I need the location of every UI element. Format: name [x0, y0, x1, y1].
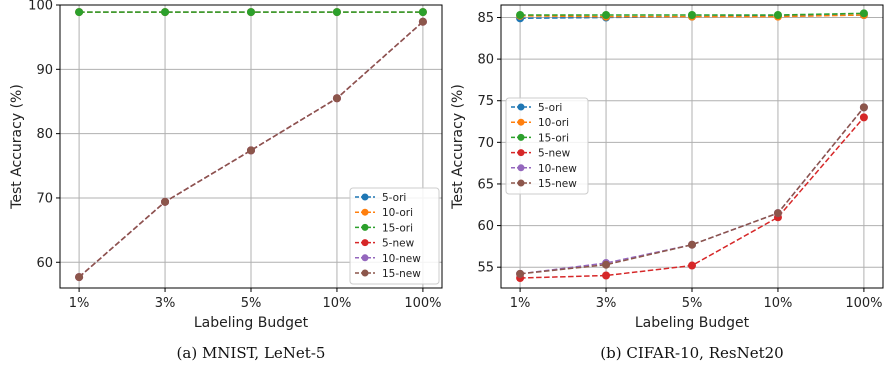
data-point [418, 8, 427, 17]
chart-a: 1% 3% 5% 10% 100% 60 70 80 90 100 Labeling Budget T… [9, 0, 443, 362]
y-tick-label: 60 [36, 256, 53, 271]
y-tick-label: 60 [477, 219, 494, 234]
legend-box [349, 187, 440, 285]
legend-label: 5-ori [538, 102, 562, 114]
caption: (b) CIFAR-10, ResNet20 [600, 344, 783, 362]
data-point [75, 273, 84, 282]
data-point [418, 17, 427, 26]
data-point [516, 10, 525, 19]
legend-swatch-marker [517, 103, 525, 111]
legend: 5-ori 10-ori 15-ori 5-new 10-new 15-new [505, 97, 589, 195]
legend-swatch-marker [361, 223, 369, 231]
data-point [688, 10, 696, 19]
data-point [859, 103, 868, 112]
y-axis-label: Test Accuracy (%) [450, 84, 466, 210]
x-axis-label: Labeling Budget [635, 315, 750, 331]
x-tick-label: 3% [596, 296, 617, 311]
data-point [161, 197, 170, 206]
legend-label: 10-new [538, 163, 577, 175]
data-point [75, 8, 84, 17]
x-tick-label: 5% [682, 296, 703, 311]
legend-swatch-marker [517, 179, 525, 187]
y-tick-label: 75 [477, 94, 494, 109]
series-15-new [75, 17, 427, 282]
legend-label: 5-new [538, 148, 571, 160]
legend-swatch-marker [361, 269, 369, 277]
data-point [161, 8, 170, 17]
x-tick-label: 1% [510, 296, 531, 311]
y-tick-label: 85 [477, 11, 494, 26]
legend-swatch-marker [361, 208, 369, 216]
data-point [516, 269, 525, 278]
chart-b: 1% 3% 5% 10% 100% 55 60 65 70 75 80 85 Labeling Budg… [450, 4, 884, 362]
legend-swatch-marker [361, 239, 369, 247]
legend: 5-ori 10-ori 15-ori 5-new 10-new 15-new [349, 187, 440, 285]
data-point [688, 240, 696, 249]
data-point [602, 260, 611, 269]
y-tick-label: 70 [477, 136, 494, 151]
legend-swatch-marker [361, 193, 369, 201]
x-tick-label: 1% [69, 296, 90, 311]
legend-label: 15-ori [538, 132, 569, 144]
series-line [78, 21, 424, 278]
data-point [773, 209, 782, 218]
x-tick-label: 5% [241, 296, 262, 311]
series-line [520, 106, 865, 275]
y-axis-label: Test Accuracy (%) [9, 84, 25, 210]
data-point [247, 146, 255, 155]
data-point [602, 10, 611, 19]
legend-swatch-marker [361, 254, 369, 262]
x-tick-label: 100% [845, 296, 882, 311]
y-tick-label: 100 [28, 0, 53, 14]
y-tick-label: 90 [36, 63, 53, 78]
x-tick-label: 100% [404, 296, 441, 311]
y-tick-label: 80 [477, 53, 494, 68]
legend-label: 5-new [382, 238, 415, 250]
legend-swatch-marker [517, 118, 525, 126]
legend-label: 15-ori [382, 222, 413, 234]
series-line [520, 106, 865, 275]
legend-swatch-marker [517, 149, 525, 157]
x-axis-label: Labeling Budget [194, 315, 309, 331]
y-tick-label: 65 [477, 177, 494, 192]
legend-label: 15-new [382, 268, 421, 280]
data-point [332, 8, 341, 17]
legend-label: 5-ori [382, 192, 406, 204]
x-tick-label: 10% [763, 296, 792, 311]
series-15-ori [75, 8, 427, 17]
legend-label: 10-ori [538, 117, 569, 129]
legend-label: 10-new [382, 253, 421, 265]
y-tick-label: 55 [477, 261, 494, 276]
x-tick-label: 10% [322, 296, 351, 311]
legend-swatch-marker [517, 164, 525, 172]
data-point [247, 8, 255, 17]
data-point [859, 9, 868, 18]
legend-swatch-marker [517, 133, 525, 141]
caption: (a) MNIST, LeNet-5 [177, 344, 326, 362]
data-point [602, 271, 611, 280]
legend-label: 15-new [538, 178, 577, 190]
series-15-ori [516, 9, 868, 19]
x-tick-label: 3% [155, 296, 176, 311]
data-point [332, 94, 341, 103]
series-15-new [516, 103, 868, 278]
data-point [859, 113, 868, 122]
y-tick-label: 80 [36, 127, 53, 142]
data-point [773, 10, 782, 19]
legend-label: 10-ori [382, 207, 413, 219]
y-tick-label: 70 [36, 191, 53, 206]
data-point [688, 261, 696, 270]
